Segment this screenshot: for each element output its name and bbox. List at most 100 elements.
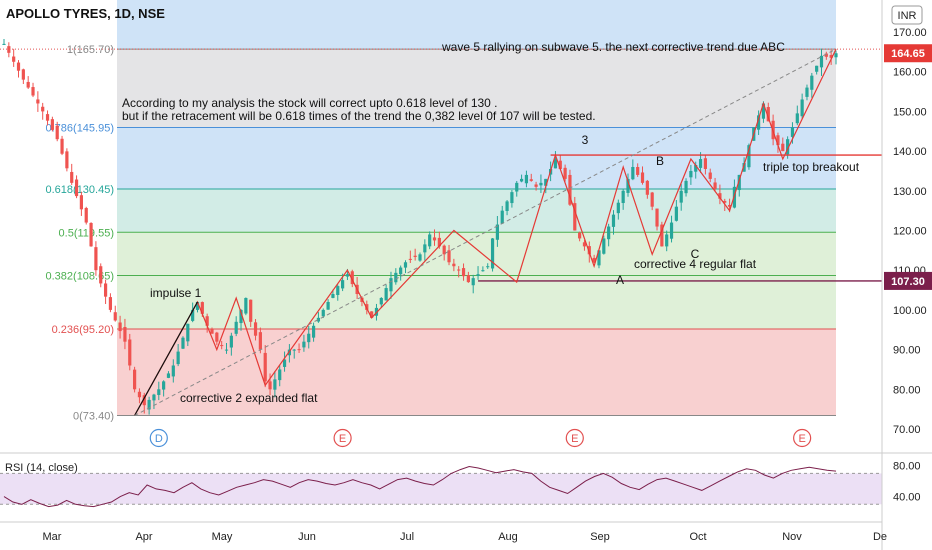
- candle-body: [810, 75, 814, 90]
- candle-body: [645, 180, 649, 195]
- candle-body: [292, 349, 296, 351]
- candle-body: [510, 192, 514, 204]
- currency-label: INR: [898, 10, 917, 22]
- candle-body: [418, 254, 422, 261]
- event-marker: [333, 428, 352, 448]
- price-tick: 130.00: [893, 186, 927, 198]
- month-tick: Apr: [135, 531, 152, 543]
- candle-body: [790, 127, 795, 137]
- candle-body: [447, 250, 451, 263]
- event-marker: [793, 428, 812, 448]
- candle-body: [229, 335, 233, 348]
- candle-body: [432, 237, 437, 241]
- candle-body: [79, 195, 83, 210]
- wave-zigzag: [134, 48, 837, 416]
- candle-body: [534, 184, 538, 187]
- candle-body: [186, 323, 190, 342]
- candle-body: [205, 316, 209, 326]
- time-axis: Mar Apr May Jun Jul Aug Sep Oct Nov De: [0, 521, 887, 543]
- candle-body: [234, 321, 238, 334]
- candle-body: [481, 270, 485, 272]
- candle-body: [674, 206, 678, 221]
- candle-body: [31, 87, 35, 96]
- candle-body: [466, 275, 470, 283]
- candle-body: [341, 280, 345, 289]
- month-tick: May: [212, 531, 233, 543]
- candle-body: [665, 234, 669, 247]
- price-tick: 140.00: [893, 146, 927, 158]
- candle-body: [640, 172, 645, 183]
- candle-body: [452, 263, 456, 267]
- candle-body: [2, 43, 6, 45]
- event-marker-label: D: [155, 433, 163, 445]
- candle-body: [307, 333, 311, 343]
- candle-body: [403, 262, 408, 268]
- candle-body: [195, 301, 200, 310]
- candle-body: [611, 214, 616, 227]
- candle-body: [7, 46, 11, 53]
- fib-band: [117, 275, 836, 329]
- candle-body: [587, 246, 591, 255]
- candle-body: [157, 389, 161, 395]
- candle-body: [723, 200, 727, 203]
- candle-body: [602, 238, 606, 254]
- candle-body: [399, 267, 403, 275]
- candle-body: [694, 164, 698, 172]
- candle-body: [578, 232, 582, 239]
- candle-body: [350, 271, 354, 285]
- candle-body: [500, 210, 504, 224]
- fib-label: 0.5(119.55): [59, 227, 114, 239]
- candle-body: [592, 257, 596, 263]
- candle-body: [21, 69, 25, 80]
- annotation-wave-3: 3: [582, 133, 589, 147]
- candle-body: [655, 208, 659, 227]
- candle-body: [727, 204, 732, 207]
- candle-body: [74, 179, 79, 197]
- candle-body: [200, 302, 204, 314]
- candle-body: [128, 339, 132, 366]
- month-tick: Jun: [298, 531, 316, 543]
- candle-body: [118, 322, 122, 332]
- candle-body: [679, 190, 683, 203]
- annotation-corrective-2: corrective 2 expanded flat: [180, 391, 318, 405]
- wave-lines: [134, 48, 882, 416]
- fib-bands: [117, 0, 836, 416]
- candle-body: [776, 135, 780, 146]
- annotation-wave-c: C: [691, 247, 700, 261]
- candle-body: [815, 65, 819, 72]
- event-marker-label: E: [571, 433, 578, 445]
- currency-badge[interactable]: INR: [891, 5, 923, 25]
- candle-body: [103, 283, 108, 297]
- candle-body: [834, 53, 838, 58]
- candle-body: [698, 159, 703, 168]
- candle-body: [331, 294, 335, 298]
- candle-body: [50, 119, 54, 130]
- candle-body: [278, 369, 282, 381]
- candle-body: [16, 62, 21, 71]
- candle-body: [582, 242, 587, 247]
- candle-body: [379, 297, 383, 305]
- candle-body: [244, 297, 248, 314]
- candle-body: [253, 322, 258, 336]
- candle-body: [94, 247, 98, 271]
- candle-body: [539, 182, 543, 186]
- candle-body: [41, 106, 45, 112]
- fib-band: [117, 328, 836, 416]
- rsi-tick: 40.00: [893, 492, 921, 504]
- candle-body: [181, 337, 185, 349]
- candle-body: [147, 399, 151, 410]
- candle-body: [800, 99, 804, 117]
- fib-band: [117, 127, 836, 190]
- candle-body: [607, 226, 611, 240]
- candle-body: [171, 365, 175, 377]
- fib-band: [117, 232, 836, 276]
- annotation-title: wave 5 rallying on subwave 5. the next c…: [441, 40, 785, 54]
- candle-body: [60, 138, 64, 154]
- month-tick: Aug: [498, 531, 518, 543]
- candle-body: [505, 201, 509, 211]
- candle-body: [108, 297, 113, 310]
- marked-level-label: 107.30: [891, 276, 925, 288]
- candle-body: [263, 352, 267, 382]
- candle-body: [471, 278, 475, 286]
